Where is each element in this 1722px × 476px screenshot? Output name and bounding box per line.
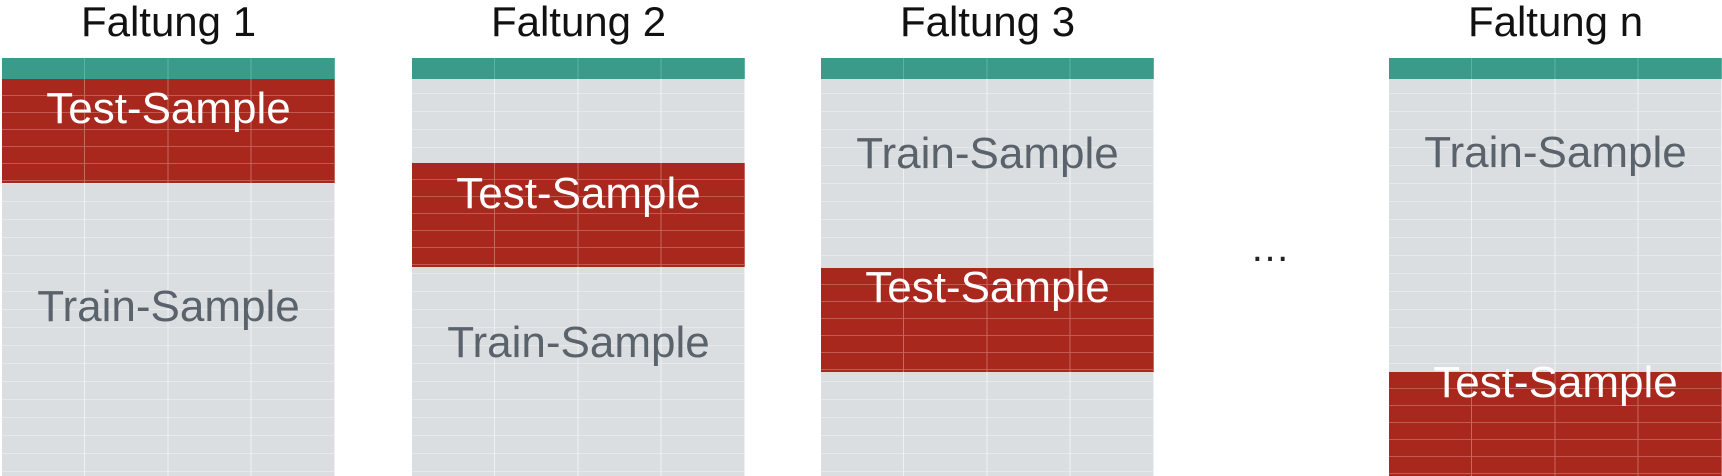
train-sample-label: Train-Sample [1424, 128, 1687, 177]
test-sample-block [412, 163, 745, 267]
test-sample-label: Test-Sample [46, 84, 291, 133]
test-sample-label: Test-Sample [865, 263, 1110, 312]
train-sample-label: Train-Sample [856, 129, 1119, 178]
test-sample-label: Test-Sample [456, 169, 701, 218]
fold-n: Faltung n Train-Sample Test-Sample [1389, 0, 1722, 476]
fold-title: Faltung 3 [899, 0, 1076, 45]
fold-2: Faltung 2 Test-Sample Train-Sample [412, 0, 745, 476]
train-sample-label: Train-Sample [37, 282, 300, 331]
fold-title: Faltung 2 [490, 0, 667, 45]
more-folds-ellipsis: … [1250, 226, 1290, 270]
fold-title: Faltung n [1467, 0, 1644, 45]
fold-title: Faltung 1 [80, 0, 257, 45]
test-sample-block [821, 268, 1154, 372]
table-header-row [2, 58, 335, 79]
fold-3: Faltung 3 Train-Sample Test-Sample [821, 0, 1154, 476]
data-table: Train-Sample Test-Sample [1389, 58, 1722, 476]
test-sample-label: Test-Sample [1433, 358, 1678, 407]
data-table: Test-Sample Train-Sample [2, 58, 335, 476]
fold-1: Faltung 1 Test-Sample Train-Sample [2, 0, 335, 476]
test-sample-block [2, 79, 335, 183]
data-table: Train-Sample Test-Sample [821, 58, 1154, 476]
table-header-row [821, 58, 1154, 79]
data-table: Test-Sample Train-Sample [412, 58, 745, 476]
test-sample-block [1389, 372, 1722, 476]
table-header-row [1389, 58, 1722, 79]
table-header-row [412, 58, 745, 79]
train-sample-label: Train-Sample [447, 318, 710, 367]
